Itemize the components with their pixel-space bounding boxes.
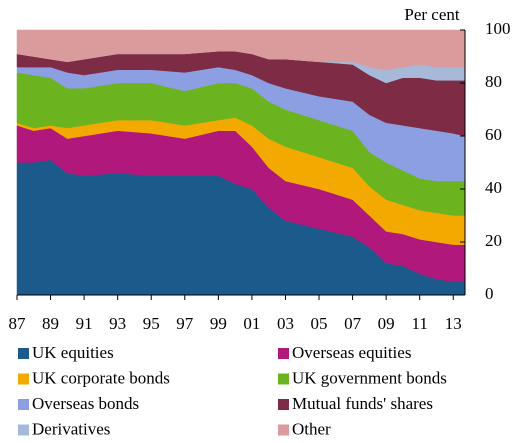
x-tick-label: 09	[378, 314, 395, 333]
y-axis-label: Per cent	[404, 5, 460, 24]
legend-swatch	[278, 373, 289, 385]
x-tick-label: 07	[344, 314, 362, 333]
legend-label: UK equities	[32, 343, 114, 362]
y-tick-label: 60	[485, 125, 502, 144]
y-tick-label: 20	[485, 231, 502, 250]
legend-label: UK government bonds	[292, 368, 447, 387]
x-tick-label: 05	[311, 314, 328, 333]
legend-label: Overseas bonds	[32, 394, 139, 413]
x-tick-label: 99	[210, 314, 227, 333]
y-tick-label: 40	[485, 178, 502, 197]
x-tick-label: 13	[445, 314, 462, 333]
legend-swatch	[18, 424, 29, 436]
legend-label: UK corporate bonds	[32, 368, 170, 387]
y-tick-label: 0	[485, 284, 494, 303]
y-tick-label: 80	[485, 72, 502, 91]
x-tick-label: 89	[42, 314, 59, 333]
x-tick-label: 97	[176, 314, 194, 333]
legend-swatch	[18, 399, 29, 410]
legend-label: Derivatives	[32, 419, 110, 438]
x-tick-label: 11	[412, 314, 428, 333]
x-tick-label: 91	[76, 314, 93, 333]
legend-swatch	[18, 373, 29, 385]
legend-swatch	[18, 348, 29, 359]
legend-label: Other	[292, 419, 331, 438]
legend-label: Mutual funds' shares	[292, 394, 433, 413]
legend-swatch	[278, 399, 289, 410]
x-tick-label: 95	[143, 314, 160, 333]
x-tick-label: 93	[109, 314, 126, 333]
legend-swatch	[278, 424, 289, 436]
x-tick-label: 03	[277, 314, 294, 333]
legend-label: Overseas equities	[292, 343, 411, 362]
x-tick-label: 87	[9, 314, 27, 333]
x-tick-label: 01	[243, 314, 260, 333]
y-tick-label: 100	[485, 19, 511, 38]
legend-swatch	[278, 348, 289, 359]
